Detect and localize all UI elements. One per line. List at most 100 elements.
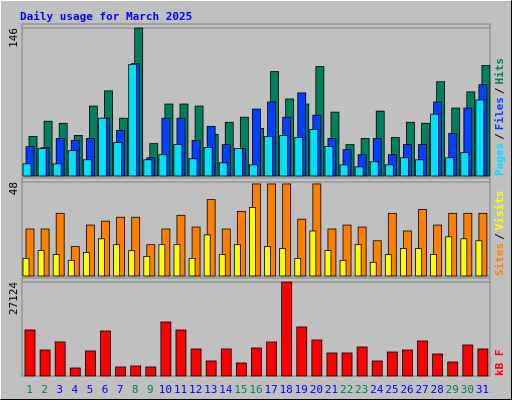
bar [203, 234, 211, 277]
bar [218, 162, 228, 177]
bar [22, 163, 32, 177]
bar [356, 346, 368, 377]
bar [191, 226, 201, 277]
bar [205, 360, 217, 377]
bar [52, 254, 60, 277]
bar [341, 352, 353, 377]
bar [460, 152, 470, 177]
x-tick-label: 5 [87, 383, 94, 396]
legend-separator: / [493, 133, 506, 140]
bar [251, 347, 262, 377]
bar [235, 362, 247, 377]
bar [354, 244, 362, 277]
y-tick-label: 146 [7, 28, 20, 48]
x-tick-label: 8 [132, 383, 139, 396]
bar [25, 228, 35, 277]
bar [82, 159, 92, 177]
bar [131, 216, 141, 277]
legend: Pages / Files / Hits [493, 58, 506, 176]
bar [37, 250, 45, 277]
bar [311, 339, 323, 377]
bar [475, 99, 485, 177]
bar [384, 164, 394, 177]
x-tick-label: 27 [415, 383, 428, 396]
bar [369, 261, 377, 277]
x-tick-label: 29 [446, 383, 459, 396]
bar [312, 183, 322, 277]
bar [249, 164, 258, 177]
x-tick-label: 6 [102, 383, 109, 396]
bar [326, 352, 338, 377]
bar [339, 259, 347, 277]
x-tick-label: 30 [461, 383, 474, 396]
bar [249, 207, 256, 277]
x-tick-label: 19 [295, 383, 308, 396]
bar [188, 158, 198, 177]
x-tick-label: 16 [249, 383, 262, 396]
bar [372, 240, 382, 277]
bar [324, 250, 332, 277]
x-tick-label: 20 [310, 383, 323, 396]
bar [143, 256, 151, 277]
bar [37, 148, 47, 177]
bar [39, 349, 51, 377]
bar [158, 154, 168, 177]
legend-entry: Files [493, 97, 506, 130]
legend-entry: Pages [493, 143, 506, 176]
legend-separator: / [493, 233, 506, 240]
legend: kB F [493, 350, 506, 377]
bar [175, 329, 187, 377]
bar [369, 161, 379, 177]
bar [69, 367, 81, 377]
x-tick-label: 2 [41, 383, 48, 396]
bar [236, 210, 246, 277]
bar [339, 164, 349, 177]
bar [145, 366, 157, 377]
x-tick-label: 17 [264, 383, 277, 396]
bar [279, 135, 289, 177]
bar [173, 244, 181, 277]
bar [55, 212, 65, 277]
bar [417, 340, 428, 377]
bar [445, 236, 453, 277]
bar [203, 147, 213, 177]
bar [445, 157, 455, 177]
x-tick-label: 14 [219, 383, 233, 396]
bar [400, 157, 409, 177]
x-tick-label: 3 [56, 383, 63, 396]
bar [386, 351, 398, 377]
bar [128, 250, 136, 277]
x-tick-label: 11 [174, 383, 187, 396]
bar [85, 224, 95, 277]
bar [82, 252, 90, 277]
x-tick-label: 28 [431, 383, 444, 396]
bar [279, 248, 287, 277]
bar [84, 350, 96, 377]
bar [190, 348, 202, 377]
chart-title: Daily usage for March 2025 [20, 10, 192, 23]
x-tick-label: 1 [26, 383, 33, 396]
bar [296, 326, 308, 377]
bar [460, 238, 468, 277]
bar [130, 365, 142, 377]
bar [173, 144, 183, 177]
bar [354, 166, 364, 177]
bar [384, 254, 392, 277]
bar [220, 348, 232, 377]
bar [160, 321, 172, 377]
x-tick-label: 7 [117, 383, 124, 396]
x-tick-label: 26 [400, 383, 413, 396]
bar [22, 257, 30, 277]
bar [188, 257, 196, 277]
legend-separator: / [493, 87, 506, 94]
bar [309, 230, 317, 277]
legend: Sites / Visits [493, 191, 506, 277]
bar [432, 353, 444, 377]
x-tick-label: 9 [147, 383, 154, 396]
bar [371, 360, 383, 377]
bar [98, 238, 105, 277]
bar [264, 246, 271, 277]
bar [433, 224, 443, 277]
legend-entry: kB F [493, 350, 506, 377]
